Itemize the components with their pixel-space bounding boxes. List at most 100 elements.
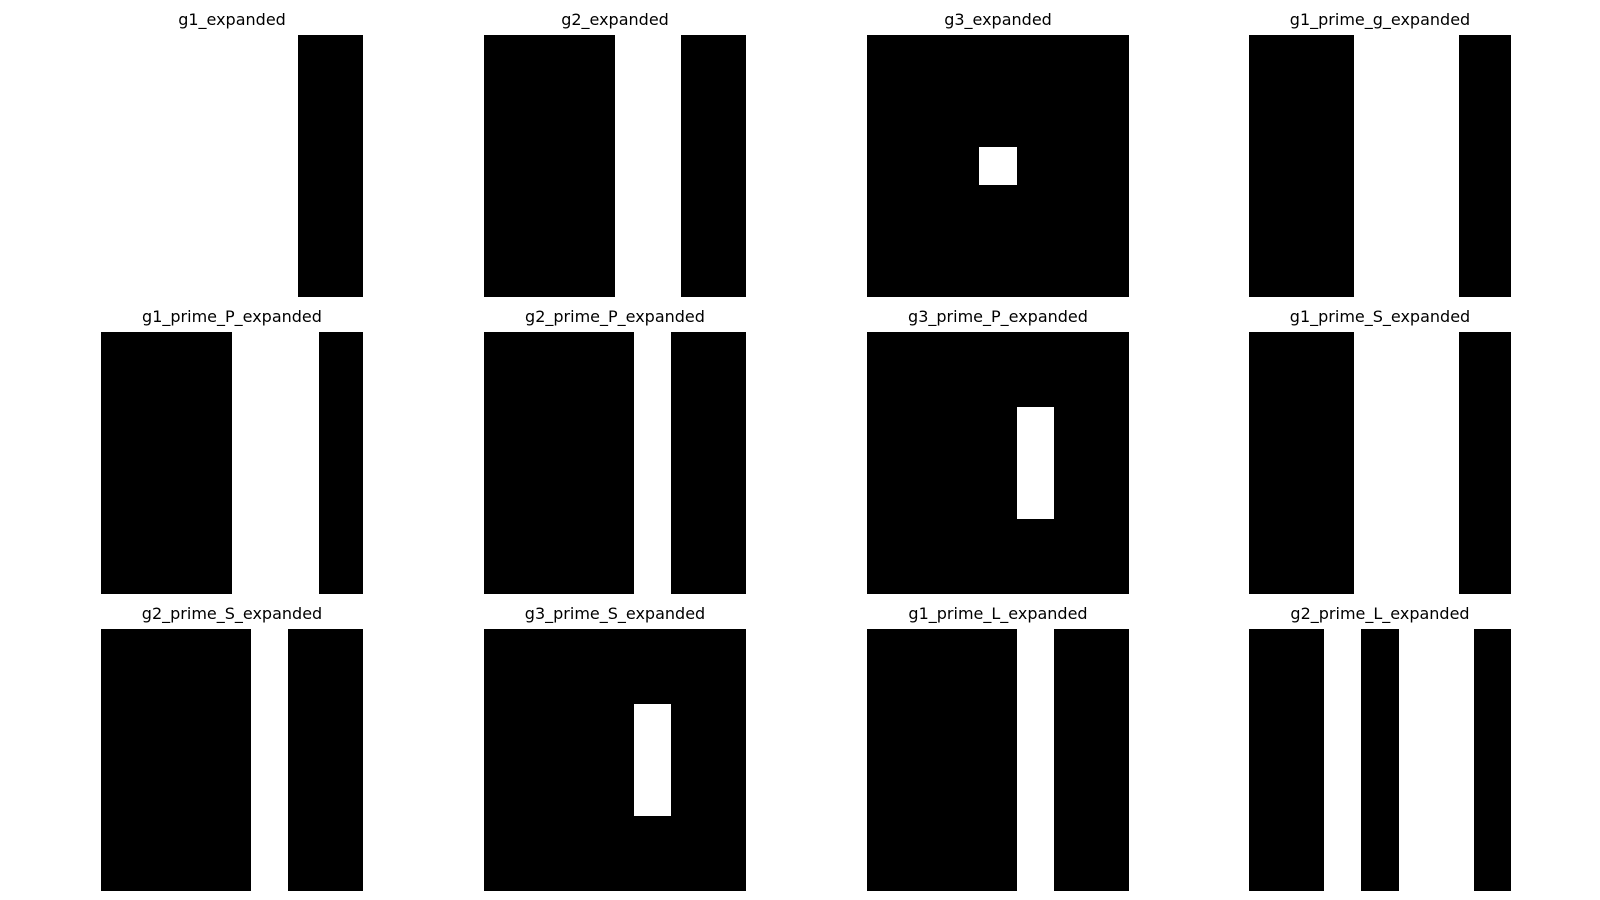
grid-image — [1249, 629, 1511, 891]
filled-cell — [596, 779, 634, 816]
filled-cell — [1092, 407, 1129, 444]
filled-cell — [559, 519, 596, 557]
filled-cell — [101, 854, 138, 891]
filled-cell — [521, 519, 559, 557]
filled-cell — [671, 444, 709, 482]
filled-cell — [1054, 35, 1092, 72]
empty-cell — [251, 816, 288, 854]
filled-cell — [1459, 369, 1511, 407]
filled-cell — [1249, 185, 1301, 222]
empty-cell — [1354, 222, 1406, 260]
empty-cell — [1406, 185, 1459, 222]
empty-cell — [1399, 816, 1436, 854]
empty-cell — [232, 72, 298, 110]
empty-cell — [1406, 332, 1459, 369]
filled-cell — [1249, 816, 1286, 854]
filled-cell — [1474, 741, 1511, 779]
empty-cell — [615, 260, 681, 297]
filled-cell — [596, 407, 634, 444]
empty-cell — [276, 519, 319, 557]
empty-cell — [251, 854, 288, 891]
panel-title: g1_prime_L_expanded — [867, 604, 1129, 624]
filled-cell — [1459, 444, 1511, 482]
filled-cell — [559, 741, 596, 779]
filled-cell — [559, 666, 596, 704]
grid-svg — [1249, 629, 1511, 891]
filled-cell — [904, 72, 942, 110]
filled-cell — [709, 741, 746, 779]
empty-cell — [1436, 666, 1474, 704]
panel-title: g2_prime_S_expanded — [101, 604, 363, 624]
filled-cell — [1054, 222, 1092, 260]
filled-cell — [559, 704, 596, 741]
filled-cell — [596, 482, 634, 519]
filled-cell — [979, 110, 1017, 147]
empty-cell — [1354, 110, 1406, 147]
filled-cell — [1249, 741, 1286, 779]
filled-cell — [1017, 110, 1054, 147]
filled-cell — [867, 854, 904, 891]
filled-cell — [979, 519, 1017, 557]
grid-image — [867, 332, 1129, 594]
filled-cell — [681, 147, 746, 185]
panel-title: g1_expanded — [101, 10, 363, 30]
filled-cell — [709, 854, 746, 891]
filled-cell — [1474, 629, 1511, 666]
filled-cell — [904, 110, 942, 147]
panel: g1_prime_L_expanded — [867, 594, 1129, 891]
filled-cell — [1459, 147, 1511, 185]
empty-cell — [1436, 779, 1474, 816]
filled-cell — [1286, 666, 1324, 704]
filled-cell — [1092, 482, 1129, 519]
grid-svg — [484, 332, 746, 594]
empty-cell — [101, 72, 167, 110]
filled-cell — [559, 779, 596, 816]
filled-cell — [596, 816, 634, 854]
filled-cell — [145, 519, 188, 557]
filled-cell — [904, 629, 942, 666]
filled-cell — [634, 666, 671, 704]
empty-cell — [615, 147, 681, 185]
filled-cell — [942, 482, 979, 519]
filled-cell — [484, 779, 521, 816]
filled-cell — [1474, 779, 1511, 816]
filled-cell — [1301, 72, 1354, 110]
empty-cell — [1436, 816, 1474, 854]
filled-cell — [521, 332, 559, 369]
empty-cell — [1354, 332, 1406, 369]
filled-cell — [319, 482, 363, 519]
filled-cell — [101, 816, 138, 854]
filled-cell — [521, 666, 559, 704]
filled-cell — [145, 557, 188, 594]
filled-cell — [1361, 779, 1399, 816]
empty-cell — [1017, 704, 1054, 741]
filled-cell — [298, 35, 363, 72]
filled-cell — [979, 816, 1017, 854]
filled-cell — [1092, 72, 1129, 110]
filled-cell — [1459, 110, 1511, 147]
filled-cell — [521, 407, 559, 444]
empty-cell — [615, 110, 681, 147]
filled-cell — [1459, 260, 1511, 297]
filled-cell — [709, 407, 746, 444]
filled-cell — [1092, 629, 1129, 666]
filled-cell — [550, 72, 615, 110]
filled-cell — [1092, 816, 1129, 854]
filled-cell — [671, 779, 709, 816]
filled-cell — [326, 666, 363, 704]
empty-cell — [1436, 704, 1474, 741]
filled-cell — [145, 407, 188, 444]
filled-cell — [1092, 369, 1129, 407]
filled-cell — [1054, 185, 1092, 222]
empty-cell — [1017, 741, 1054, 779]
filled-cell — [176, 741, 213, 779]
empty-cell — [251, 666, 288, 704]
filled-cell — [1361, 741, 1399, 779]
filled-cell — [1017, 369, 1054, 407]
filled-cell — [671, 482, 709, 519]
filled-cell — [188, 482, 232, 519]
filled-cell — [1054, 482, 1092, 519]
filled-cell — [1054, 260, 1092, 297]
filled-cell — [596, 519, 634, 557]
